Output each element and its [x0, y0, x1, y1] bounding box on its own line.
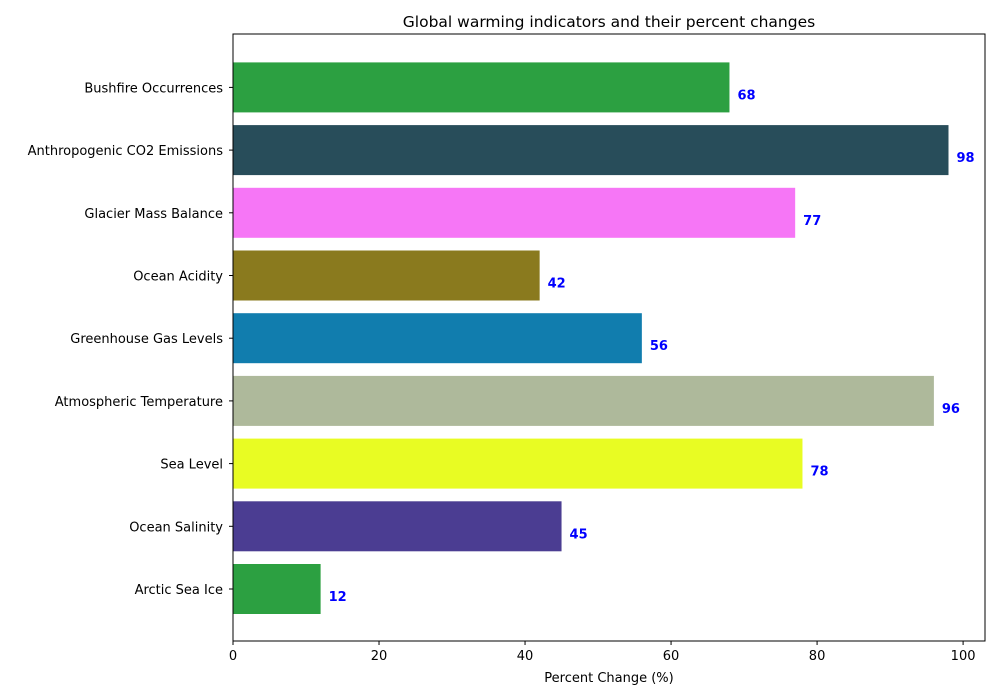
y-tick-label: Arctic Sea Ice	[135, 583, 223, 598]
x-tick-label: 80	[809, 649, 826, 664]
y-tick-label: Atmospheric Temperature	[55, 395, 223, 410]
bar	[233, 62, 730, 113]
x-tick-label: 20	[371, 649, 388, 664]
y-tick-label: Anthropogenic CO2 Emissions	[28, 144, 224, 159]
bar	[233, 564, 321, 614]
chart-title: Global warming indicators and their perc…	[403, 13, 815, 31]
data-label: 98	[956, 151, 974, 166]
y-tick-label: Glacier Mass Balance	[84, 207, 223, 222]
x-tick-label: 100	[951, 649, 976, 664]
y-tick-label: Ocean Acidity	[133, 270, 223, 285]
data-label: 77	[803, 214, 821, 229]
bar	[233, 250, 540, 301]
data-label: 68	[737, 88, 755, 103]
bar	[233, 375, 934, 426]
data-labels: 12 45 78 96 56 42 77 98 68	[329, 88, 975, 605]
y-tick-label: Bushfire Occurrences	[84, 81, 223, 96]
y-tick-labels: Arctic Sea Ice Ocean Salinity Sea Level Atm…	[28, 81, 233, 598]
bar	[233, 313, 642, 364]
y-tick-label: Sea Level	[160, 458, 223, 473]
x-tick-label: 0	[229, 649, 237, 664]
bar	[233, 438, 803, 489]
bar	[233, 187, 796, 238]
data-label: 56	[650, 339, 668, 354]
data-label: 78	[810, 465, 828, 480]
plot-frame	[232, 33, 986, 642]
x-tick-label: 40	[517, 649, 534, 664]
bar	[233, 501, 562, 552]
data-label: 45	[570, 527, 588, 542]
y-tick-label: Greenhouse Gas Levels	[70, 332, 223, 347]
x-axis-label: Percent Change (%)	[544, 671, 673, 686]
bar	[233, 125, 949, 176]
data-label: 12	[329, 590, 347, 605]
data-label: 96	[942, 402, 960, 417]
x-tick-label: 60	[663, 649, 680, 664]
x-tick-labels: 0 20 40 60 80 100	[229, 641, 976, 664]
bars-layer	[233, 62, 949, 614]
y-tick-label: Ocean Salinity	[129, 520, 223, 535]
data-label: 42	[548, 277, 566, 292]
